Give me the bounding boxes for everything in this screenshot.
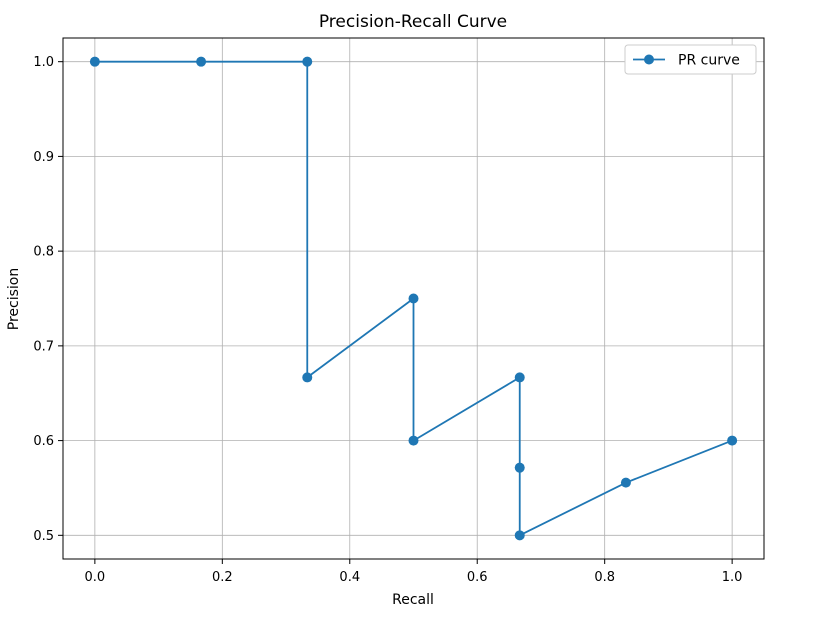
data-point xyxy=(514,372,525,383)
y-tick-label: 0.8 xyxy=(33,245,54,260)
data-point xyxy=(196,56,207,67)
data-point xyxy=(302,372,313,383)
data-point xyxy=(89,56,100,67)
data-point xyxy=(727,435,738,446)
y-axis-ticks: 0.5 0.6 0.7 0.8 0.9 1.0 xyxy=(33,55,63,544)
data-point xyxy=(408,293,419,304)
x-tick-label: 0.4 xyxy=(339,570,360,585)
legend-label: PR curve xyxy=(678,53,740,69)
x-tick-label: 0.0 xyxy=(85,570,106,585)
data-point xyxy=(408,435,419,446)
chart-title: Precision-Recall Curve xyxy=(319,12,507,32)
data-point xyxy=(514,462,525,473)
legend-box xyxy=(624,44,757,75)
x-axis-ticks: 0.0 0.2 0.4 0.6 0.8 1.0 xyxy=(85,559,743,585)
x-tick-label: 1.0 xyxy=(722,570,743,585)
y-tick-label: 0.7 xyxy=(33,339,54,354)
data-point xyxy=(514,530,525,541)
legend: PR curve xyxy=(624,44,757,75)
data-point xyxy=(302,56,313,67)
y-tick-label: 0.9 xyxy=(33,150,54,165)
y-tick-label: 1.0 xyxy=(33,55,54,70)
x-axis-label: Recall xyxy=(392,592,434,608)
y-tick-label: 0.6 xyxy=(33,434,54,449)
data-point xyxy=(620,477,631,488)
y-axis-label: Precision xyxy=(6,268,22,330)
y-tick-label: 0.5 xyxy=(33,529,54,544)
series-layer xyxy=(89,56,738,541)
plot-frame xyxy=(62,37,765,560)
legend-marker-swatch xyxy=(644,54,654,65)
x-tick-label: 0.6 xyxy=(467,570,488,585)
x-tick-label: 0.8 xyxy=(594,570,615,585)
x-tick-label: 0.2 xyxy=(212,570,233,585)
